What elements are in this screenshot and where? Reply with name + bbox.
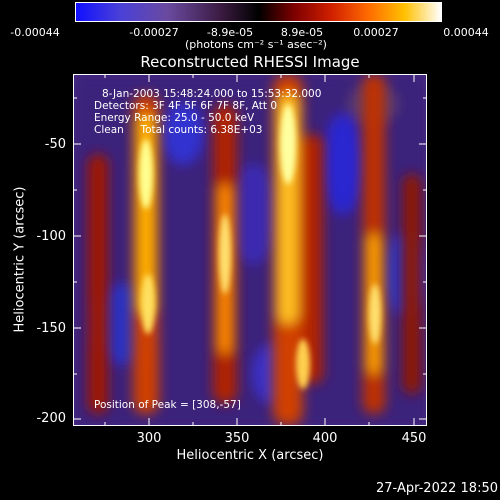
- x-tick-label: 450: [401, 431, 427, 446]
- colorbar-tick: 8.9e-05: [280, 26, 324, 39]
- x-tick-label: 350: [224, 431, 250, 446]
- x-tick-label: 400: [312, 431, 338, 446]
- colorbar: [75, 2, 442, 22]
- y-tick-label: -150: [36, 321, 66, 336]
- rhessi-image: [73, 74, 427, 426]
- x-axis-label: Heliocentric X (arcsec): [176, 448, 324, 463]
- info-time-range: 8-Jan-2003 15:48:24.000 to 15:53:32.000: [102, 88, 322, 100]
- y-tick-label: -100: [36, 229, 66, 244]
- info-detectors: Detectors: 3F 4F 5F 6F 7F 8F, Att 0: [94, 100, 278, 112]
- colorbar-tick: -0.00044: [10, 26, 60, 39]
- info-energy-range: Energy Range: 25.0 - 50.0 keV: [94, 112, 255, 124]
- colorbar-tick: -8.9e-05: [206, 26, 254, 39]
- y-tick-label: -50: [44, 137, 66, 152]
- colorbar-units-label: (photons cm⁻² s⁻¹ asec⁻²): [185, 38, 327, 51]
- colorbar-tick: 0.00044: [443, 26, 489, 39]
- x-tick-label: 300: [136, 431, 162, 446]
- y-axis-label: Heliocentric Y (arcsec): [12, 186, 28, 333]
- info-total-counts: Clean Total counts: 6.38E+03: [94, 124, 263, 136]
- colorbar-tick: 0.00027: [353, 26, 399, 39]
- plot-title: Reconstructed RHESSI Image: [140, 53, 360, 71]
- timestamp: 27-Apr-2022 18:50: [376, 481, 498, 496]
- colorbar-tick: -0.00027: [129, 26, 179, 39]
- y-tick-label: -200: [36, 411, 66, 426]
- info-peak-position: Position of Peak = [308,-57]: [94, 399, 241, 411]
